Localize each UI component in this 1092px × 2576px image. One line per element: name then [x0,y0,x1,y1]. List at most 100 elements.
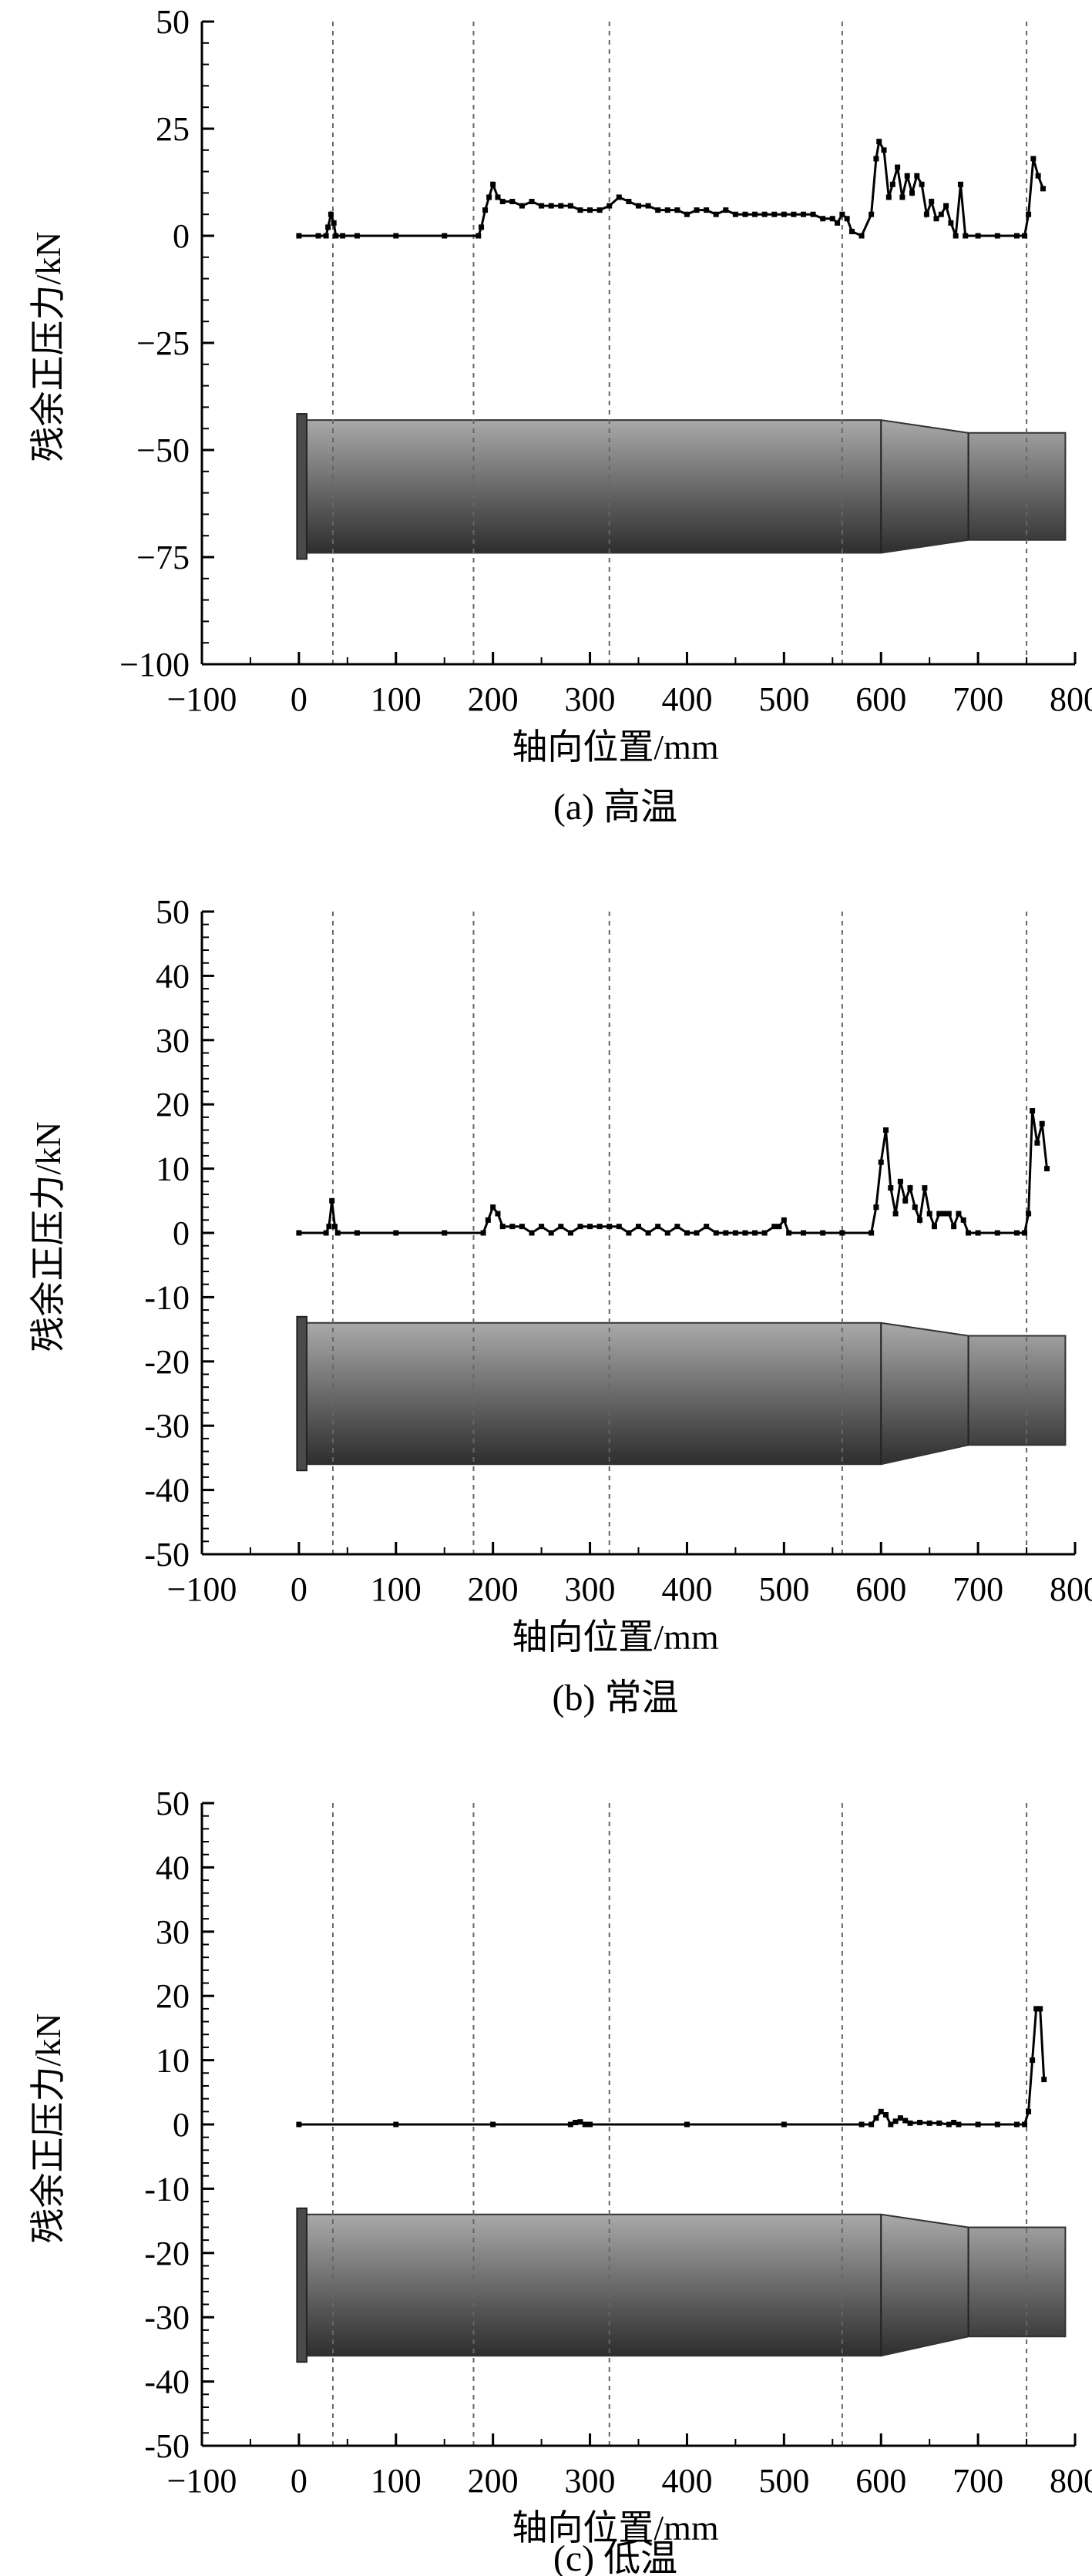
data-point [333,233,339,239]
data-point [567,203,573,209]
x-tick-label: 100 [371,2462,422,2500]
data-point [315,233,321,239]
data-point [704,207,710,213]
data-point [694,207,700,213]
y-tick-label: -30 [144,1407,190,1445]
data-point [732,1230,738,1236]
data-point [960,1217,966,1223]
x-tick-label: −100 [167,1570,237,1608]
data-point [904,173,910,179]
data-point [1022,233,1028,239]
data-point [956,2121,962,2128]
data-point [674,207,680,213]
x-axis-title: 轴向位置/mm [512,1617,719,1657]
data-point [869,211,875,217]
data-point [1013,233,1020,239]
data-point [752,1230,758,1236]
data-point [606,1224,613,1230]
y-tick-label: −100 [119,646,190,683]
y-tick-label: −75 [136,539,190,576]
x-axis-title: 轴向位置/mm [512,727,719,767]
y-tick-label: -50 [144,2427,190,2465]
data-point [951,1224,957,1230]
x-tick-label: 0 [291,1570,307,1608]
data-point [919,181,925,187]
data-point [878,2108,884,2114]
data-point [539,203,545,209]
data-point [296,233,302,239]
cartridge-rim-shape [296,1315,307,1472]
data-point [963,233,969,239]
data-point [626,199,632,205]
data-point [393,1230,399,1236]
data-point [480,1230,486,1236]
data-point [902,2118,909,2124]
data-point [848,228,855,234]
data-point [548,203,554,209]
data-point [684,2121,690,2128]
data-point [912,1204,918,1211]
data-point [873,1204,879,1211]
data-point [781,1217,787,1223]
x-tick-label: 600 [855,1570,906,1608]
chart-panel-a: 50 25 0 −25 −50 −75 −100−100 0 100 200 300 400 500 60… [29,3,1092,828]
data-point [869,2121,875,2128]
y-axis-title: 残余正压力/kN [29,2013,68,2244]
data-point [334,1230,341,1236]
x-tick-label: 500 [758,1570,809,1608]
data-point [296,2121,302,2128]
x-tick-label: 600 [855,2462,906,2500]
data-point [664,1230,670,1236]
data-point [626,1230,632,1236]
data-point [752,211,758,217]
data-point [596,207,603,213]
data-point [616,1224,622,1230]
y-tick-label: 50 [156,893,190,931]
y-tick-label: 20 [156,1086,190,1123]
data-point [645,1230,651,1236]
data-point [994,1230,1000,1236]
data-point [936,2120,942,2126]
y-tick-label: -40 [144,2363,190,2401]
data-point [587,207,593,213]
data-point [888,2121,894,2128]
y-tick-label: 30 [156,1022,190,1060]
data-point [1013,1230,1020,1236]
cartridge-case-shape [303,419,1067,554]
data-point [479,224,485,230]
data-point [1030,156,1037,162]
data-point [1034,1140,1040,1146]
y-tick-label: -20 [144,1343,190,1381]
data-point [791,211,797,217]
series-line [298,138,1044,237]
data-point [742,1230,748,1236]
data-point [539,1224,545,1230]
data-point [577,1224,583,1230]
panel-caption: (b) 常温 [553,1678,679,1718]
data-point [781,2121,787,2128]
data-point [933,216,939,222]
data-point [1013,2121,1020,2128]
data-point [732,211,738,217]
data-point [895,164,901,170]
y-tick-label: -50 [144,1536,190,1573]
data-point [892,1211,899,1217]
data-point [897,1178,903,1184]
data-point [761,1230,768,1236]
data-point [486,194,492,200]
data-point [844,216,850,222]
data-point [1043,1166,1050,1172]
data-point [340,233,346,239]
data-point [519,1224,525,1230]
data-point [994,2121,1000,2128]
x-tick-label: 400 [661,2462,712,2500]
data-point [951,2119,957,2125]
data-point [582,2121,588,2128]
data-point [684,1230,690,1236]
data-point [482,207,489,213]
data-point [577,2119,583,2125]
data-point [929,199,935,205]
data-point [485,1217,491,1223]
data-point [917,1217,923,1223]
